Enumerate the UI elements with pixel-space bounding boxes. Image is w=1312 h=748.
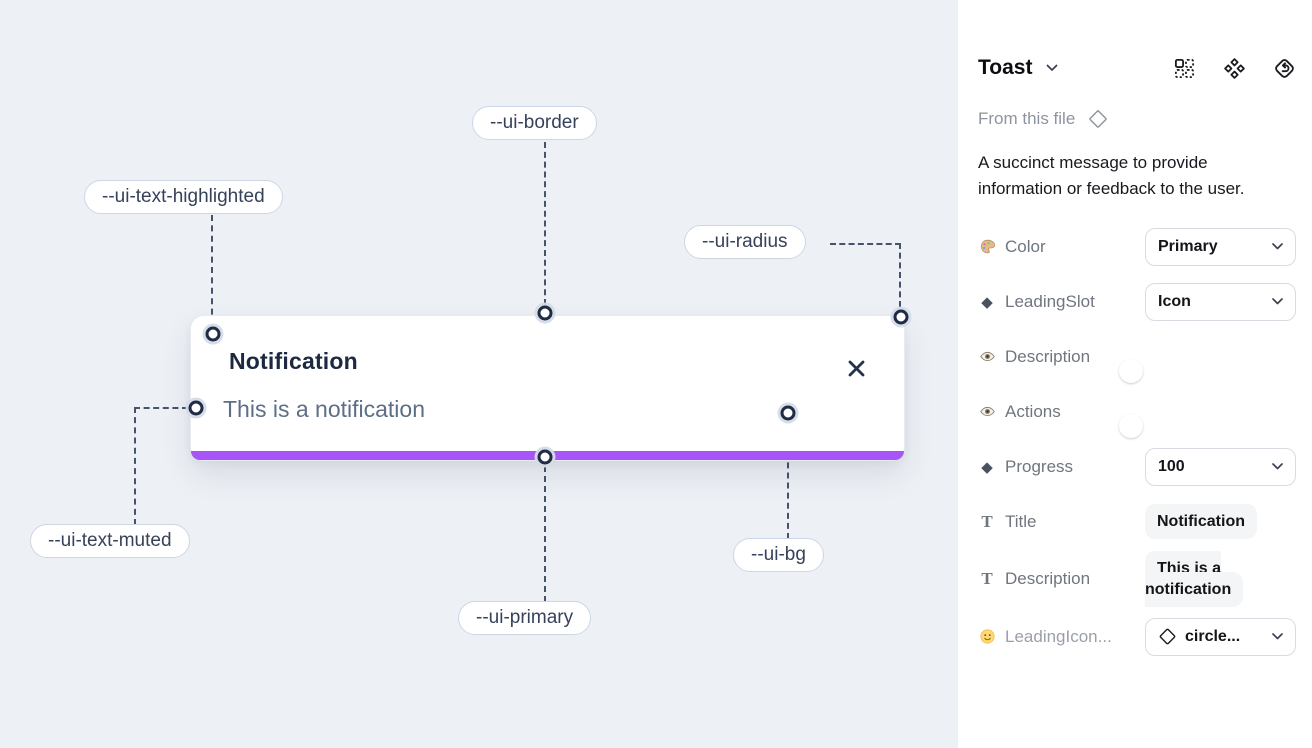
anchor-dot-radius — [893, 309, 909, 325]
palette-icon — [978, 238, 996, 255]
property-row-color: Color Primary — [978, 227, 1296, 266]
toast-description: This is a notification — [223, 396, 425, 422]
diamond-icon: ◆ — [981, 458, 993, 476]
token-label-ui-bg: --ui-bg — [733, 538, 824, 572]
design-canvas: Notification This is a notification --ui… — [0, 0, 958, 748]
connector-ui-radius — [830, 243, 901, 307]
property-row-progress: ◆ Progress 100 — [978, 447, 1296, 486]
chevron-down-icon — [1272, 243, 1283, 250]
anchor-dot-text-highlighted — [205, 326, 221, 342]
component-name: Toast — [978, 56, 1033, 79]
property-list: Color Primary ◆ LeadingSlot — [978, 227, 1296, 656]
connector-ui-text-highlighted — [211, 215, 213, 325]
property-row-leading-slot: ◆ LeadingSlot Icon — [978, 282, 1296, 321]
source-row: From this file — [978, 108, 1296, 130]
anchor-dot-text-muted — [188, 400, 204, 416]
chevron-down-icon — [1272, 298, 1283, 305]
eye-icon — [978, 403, 996, 420]
text-type-icon: T — [981, 511, 993, 531]
token-label-ui-border: --ui-border — [472, 106, 597, 140]
property-label: Color — [1005, 236, 1046, 256]
text-type-icon: T — [981, 569, 993, 589]
variants-icon[interactable] — [1223, 57, 1246, 80]
token-label-ui-radius: --ui-radius — [684, 225, 806, 259]
toast-title: Notification — [229, 348, 358, 374]
diamond-outline-icon — [1158, 627, 1177, 646]
description-field[interactable]: This is a notification — [1145, 550, 1244, 608]
property-row-title: T Title Notification — [978, 503, 1296, 541]
property-label: Description — [1005, 569, 1091, 589]
diamond-icon: ◆ — [981, 293, 993, 311]
anchor-dot-border — [537, 305, 553, 321]
connector-ui-bg — [787, 422, 789, 539]
property-label: Title — [1005, 511, 1037, 531]
properties-panel: Toast — [958, 0, 1312, 748]
property-label: Description — [1005, 346, 1091, 366]
property-row-description-text: T Description This is a notification — [978, 550, 1296, 608]
property-row-actions-toggle: Actions — [978, 393, 1296, 438]
title-field[interactable]: Notification — [1145, 503, 1257, 539]
property-row-leading-icon: LeadingIcon... circle... — [978, 617, 1296, 656]
component-description: A succinct message to provide informatio… — [978, 153, 1245, 199]
property-row-description-toggle: Description — [978, 338, 1296, 383]
color-select[interactable]: Primary — [1145, 227, 1296, 266]
chevron-down-icon — [1272, 633, 1283, 640]
toast-component: Notification This is a notification — [190, 315, 905, 461]
diamond-outline-icon — [1087, 108, 1109, 130]
source-label: From this file — [978, 109, 1076, 128]
property-label: LeadingSlot — [1005, 291, 1095, 311]
property-label: Actions — [1005, 401, 1061, 421]
connector-ui-border — [544, 142, 546, 305]
instance-grid-icon[interactable] — [1173, 57, 1196, 80]
progress-select[interactable]: 100 — [1145, 447, 1296, 486]
leading-slot-select[interactable]: Icon — [1145, 282, 1296, 321]
chevron-down-icon — [1272, 463, 1283, 470]
token-label-ui-text-muted: --ui-text-muted — [30, 524, 190, 558]
leading-icon-select[interactable]: circle... — [1145, 617, 1296, 656]
connector-ui-primary — [544, 466, 546, 602]
chevron-down-icon[interactable] — [1046, 64, 1058, 72]
smiley-icon — [978, 628, 996, 645]
token-label-ui-primary: --ui-primary — [458, 601, 592, 635]
eye-icon — [978, 348, 996, 365]
anchor-dot-primary — [537, 449, 553, 465]
anchor-dot-bg — [780, 405, 796, 421]
token-label-ui-text-highlighted: --ui-text-highlighted — [84, 180, 283, 214]
property-label: Progress — [1005, 456, 1074, 476]
panel-header-icons — [1173, 57, 1296, 80]
panel-header: Toast — [978, 56, 1296, 80]
swap-return-icon[interactable] — [1273, 57, 1296, 80]
close-icon[interactable] — [844, 356, 868, 380]
connector-ui-text-muted — [134, 407, 188, 525]
property-label: LeadingIcon... — [1005, 626, 1112, 646]
